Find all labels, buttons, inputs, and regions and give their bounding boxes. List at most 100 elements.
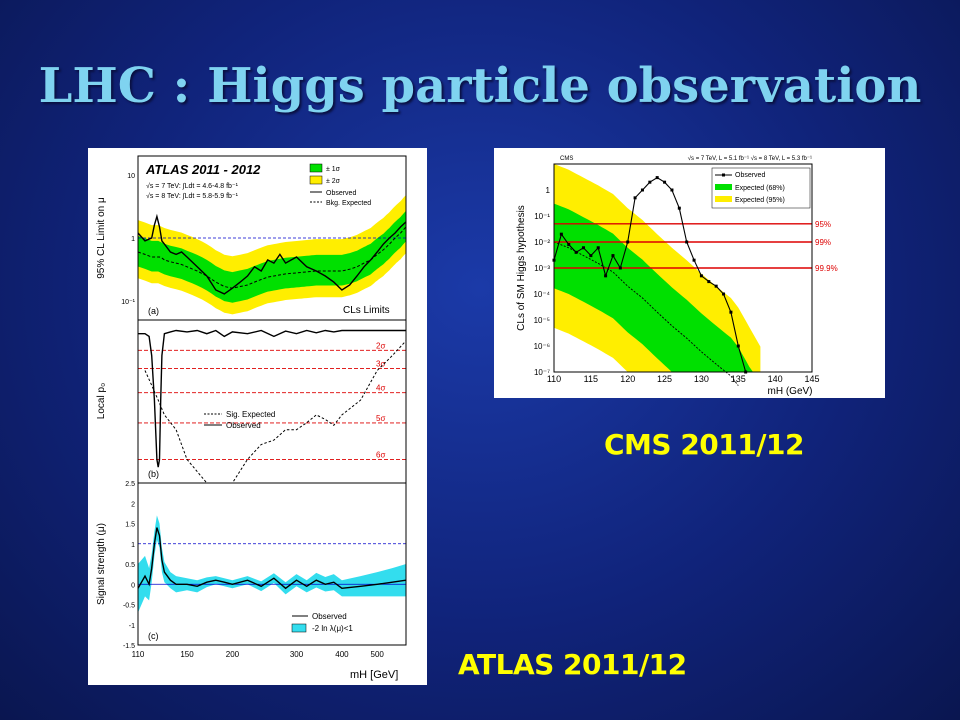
cms-chart: 95% 99% 99.9% 110 115 120 125 130 135 140 145 1 10⁻¹… <box>516 155 838 397</box>
atlas-p0-observed-line <box>138 329 406 468</box>
cms-observed-point <box>559 232 563 236</box>
cms-ytick: 10⁻³ <box>534 264 550 273</box>
atlas-sigma-label: 4σ <box>376 384 385 393</box>
atlas-lumi-8: √s = 8 TeV: ∫Ldt = 5.8-5.9 fb⁻¹ <box>146 192 239 200</box>
atlas-lumi-7: √s = 7 TeV: ∫Ldt = 4.6-4.8 fb⁻¹ <box>146 182 239 190</box>
atlas-ytick-a: 10 <box>127 173 135 180</box>
cms-observed-point <box>663 180 667 184</box>
atlas-ytick-c: 0 <box>131 582 135 589</box>
cms-observed-line <box>553 176 753 373</box>
atlas-ytick-a: 10⁻¹ <box>121 299 135 306</box>
atlas-legend-swatch-2sigma <box>309 175 323 185</box>
cms-chart-panel: 95% 99% 99.9% 110 115 120 125 130 135 140 145 1 10⁻¹… <box>494 148 885 398</box>
cms-cl-label: 95% <box>815 220 831 229</box>
cms-observed-point <box>567 243 571 247</box>
cms-expected-median-line <box>553 241 739 386</box>
atlas-ytick-c: 2.5 <box>125 481 135 488</box>
cms-observed-point <box>714 284 718 288</box>
atlas-legend-2sigma: ± 2σ <box>326 178 341 185</box>
cms-observed-point <box>685 240 689 244</box>
cms-ytick: 10⁻¹ <box>534 212 550 221</box>
cms-legend-95: Expected (95%) <box>735 197 785 204</box>
cms-xtick: 140 <box>768 374 783 384</box>
cms-ytick: 10⁻² <box>534 238 550 247</box>
atlas-legend-sigexp: Sig. Expected <box>226 410 275 419</box>
atlas-ytick-c: 0.5 <box>125 562 135 569</box>
cms-xtick: 120 <box>620 374 635 384</box>
atlas-ytick-c: 1.5 <box>125 522 135 529</box>
page-title: LHC : Higgs particle observation <box>38 58 922 114</box>
cms-observed-point <box>589 254 593 258</box>
cms-cl-label: 99% <box>815 238 831 247</box>
atlas-expected-line <box>137 226 407 289</box>
cms-ytick: 10⁻⁵ <box>534 316 550 325</box>
cms-observed-point <box>670 188 674 192</box>
atlas-ytick-c: 2 <box>131 501 135 508</box>
cms-observed-point <box>677 206 681 210</box>
atlas-legend-swatch-1sigma <box>309 163 323 173</box>
cms-header-right: √s = 7 TeV, L = 5.1 fb⁻¹ √s = 8 TeV, L =… <box>688 155 812 162</box>
cms-xtick: 135 <box>731 374 746 384</box>
atlas-xtick: 400 <box>335 650 349 659</box>
cms-caption: CMS 2011/12 <box>604 428 804 461</box>
cms-xtick: 110 <box>547 374 561 384</box>
atlas-ytick-c: -0.5 <box>123 603 135 610</box>
cms-cl-label: 99.9% <box>815 264 838 273</box>
cms-xtick: 125 <box>657 374 672 384</box>
atlas-xtick: 500 <box>371 650 385 659</box>
atlas-xlabel: mH [GeV] <box>350 669 398 681</box>
atlas-legend-1sigma: ± 1σ <box>326 166 341 173</box>
atlas-panel-tag: (c) <box>148 631 159 641</box>
cms-observed-point <box>574 250 578 254</box>
atlas-legend-expected: Bkg. Expected <box>326 200 371 207</box>
atlas-sigma-label: 6σ <box>376 450 385 459</box>
atlas-legend-p0obs: Observed <box>226 421 261 430</box>
cms-ytick: 10⁻⁴ <box>533 290 550 299</box>
cms-observed-point <box>707 280 711 284</box>
cms-observed-point <box>626 240 630 244</box>
cms-legend-95-swatch <box>715 196 732 202</box>
cms-observed-point <box>581 246 585 250</box>
cms-legend-68: Expected (68%) <box>735 185 785 192</box>
atlas-ytick-c: 1 <box>131 542 135 549</box>
atlas-chart: 2σ 3σ 4σ 5σ 6σ (a) (b) (c) 10 1 10⁻¹ 2.5 2 1.5 1 0.5 0 -0… <box>96 155 407 681</box>
cms-legend-observed: Observed <box>735 172 765 179</box>
cms-legend-68-swatch <box>715 184 732 190</box>
atlas-ylabel-c: Signal strength (μ) <box>96 523 107 605</box>
cms-ytick: 10⁻⁷ <box>534 368 550 377</box>
cms-ytick: 10⁻⁶ <box>534 342 550 351</box>
atlas-caption: ATLAS 2011/12 <box>458 648 687 681</box>
atlas-xtick: 300 <box>290 650 304 659</box>
atlas-sigma-label: 5σ <box>376 414 385 423</box>
atlas-sigma-label: 3σ <box>376 360 385 369</box>
cms-observed-point <box>604 274 608 278</box>
atlas-sigma-label: 2σ <box>376 341 385 350</box>
atlas-band-1sigma <box>138 210 406 303</box>
cms-header-left: CMS <box>560 156 573 162</box>
atlas-panel-tag: (a) <box>148 306 159 316</box>
cms-observed-point <box>611 254 615 258</box>
atlas-ytick-c: -1.5 <box>123 643 135 650</box>
cms-xlabel: mH (GeV) <box>768 386 813 397</box>
atlas-mu-band <box>138 515 406 613</box>
cms-plot-frame <box>553 163 813 373</box>
cms-ytick: 1 <box>546 186 551 195</box>
atlas-ytick-a: 1 <box>131 236 135 243</box>
cms-observed-point <box>618 266 622 270</box>
atlas-panel-frame <box>137 482 407 646</box>
atlas-legend-observed: Observed <box>326 190 356 197</box>
cms-observed-point <box>722 292 726 296</box>
atlas-sig-expected-line <box>144 340 407 484</box>
atlas-ytick-c: -1 <box>129 623 135 630</box>
cms-observed-point <box>699 274 703 278</box>
cms-ylabel: CLs of SM Higgs hypothesis <box>516 205 527 331</box>
atlas-cls-annotation: CLs Limits <box>343 305 390 316</box>
cms-observed-point <box>640 188 644 192</box>
atlas-ylabel-a: 95% CL Limit on μ <box>96 197 107 279</box>
cms-observed-point <box>736 344 740 348</box>
cms-observed-point <box>648 180 652 184</box>
cms-observed-point <box>633 196 637 200</box>
atlas-header: ATLAS 2011 - 2012 <box>145 162 261 177</box>
atlas-legend-muband-swatch <box>291 623 307 633</box>
atlas-xtick: 200 <box>226 650 240 659</box>
